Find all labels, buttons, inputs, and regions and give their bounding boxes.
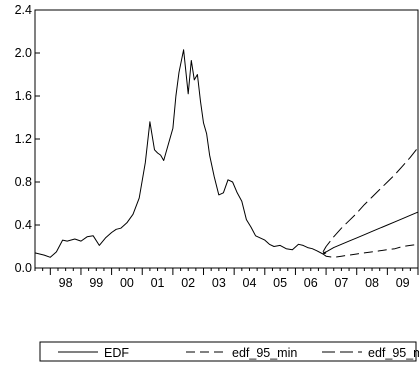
legend-label: edf_95_min	[232, 346, 297, 360]
series-line-edf-95-max	[322, 147, 419, 253]
x-tick-label: 06	[304, 276, 318, 290]
series-layer	[34, 49, 419, 258]
x-tick-label: 01	[151, 276, 165, 290]
x-tick-label: 00	[120, 276, 134, 290]
x-axis: 98 99 00 01 02 03 04 05 06 07 08 09	[34, 268, 419, 290]
y-tick-label: 1.2	[15, 132, 32, 146]
x-tick-label: 99	[89, 276, 103, 290]
x-tick-label: 05	[273, 276, 287, 290]
series-line-central	[322, 211, 419, 254]
y-tick-label: 0.8	[15, 175, 32, 189]
legend-label: edf_95_max	[368, 346, 419, 360]
legend-label: EDF	[104, 346, 129, 360]
y-axis: 0.0 0.4 0.8 1.2 1.6 2.0 2.4	[15, 3, 40, 275]
x-tick-label: 09	[396, 276, 410, 290]
y-tick-label: 2.4	[15, 3, 32, 17]
x-tick-label: 07	[334, 276, 348, 290]
x-tick-label: 02	[181, 276, 195, 290]
y-tick-label: 1.6	[15, 89, 32, 103]
plot-frame	[34, 9, 419, 269]
legend: EDF edf_95_min edf_95_max	[39, 341, 419, 362]
series-line-edf-95-min	[322, 243, 419, 258]
y-tick-label: 0.0	[15, 261, 32, 275]
x-tick-label: 03	[212, 276, 226, 290]
legend-box	[39, 341, 417, 362]
y-tick-label: 2.0	[15, 46, 32, 60]
x-tick-label: 08	[365, 276, 379, 290]
x-tick-label: 04	[243, 276, 257, 290]
series-line-edf	[34, 49, 327, 258]
x-tick-label: 98	[59, 276, 73, 290]
y-tick-label: 0.4	[15, 218, 32, 232]
